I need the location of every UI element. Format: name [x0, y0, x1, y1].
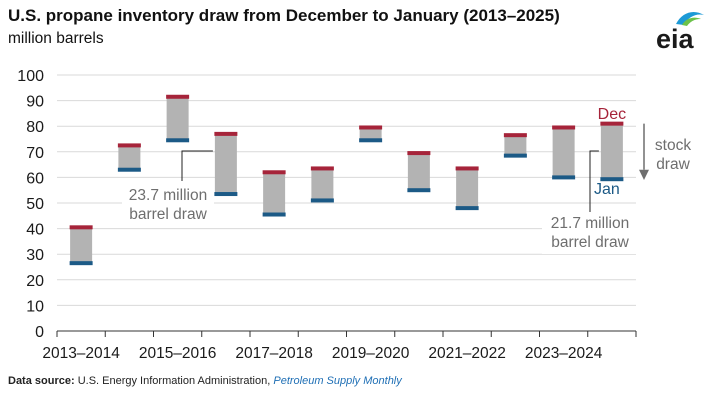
stock-draw-arrow-head	[639, 169, 649, 180]
y-tick-label: 40	[26, 222, 44, 239]
annotation-background	[122, 184, 214, 224]
y-tick-label: 80	[26, 119, 44, 136]
jan-marker	[600, 177, 624, 182]
eia-logo-swoosh	[676, 12, 704, 25]
annotation-leader-line	[589, 150, 599, 212]
jan-marker	[117, 167, 141, 172]
stock-draw-bar	[263, 172, 286, 215]
dec-marker	[552, 125, 576, 130]
dec-marker	[310, 166, 334, 171]
dec-marker	[69, 225, 93, 230]
annotation-layer: 23.7 million barrel draw 21.7 million barre…	[122, 106, 691, 254]
annotation-leader-line	[181, 150, 213, 181]
dec-marker	[407, 151, 431, 156]
x-tick-label: 2019–2020	[332, 345, 410, 362]
dec-marker	[166, 94, 190, 99]
annotation-line: 23.7 million	[129, 187, 207, 204]
eia-logo-icon: eia	[656, 12, 704, 54]
source-link[interactable]: Petroleum Supply Monthly	[273, 375, 402, 387]
legend-stock-draw-label: draw	[656, 156, 690, 173]
dec-marker	[503, 133, 527, 138]
legend-stock-draw-label: stock	[655, 137, 691, 154]
y-tick-label: 70	[26, 145, 44, 162]
stock-draw-bar	[311, 168, 334, 201]
y-tick-label: 100	[17, 68, 44, 85]
stock-draw-bar	[118, 145, 141, 170]
x-tick-label: 2015–2016	[139, 345, 217, 362]
eia-logo-swoosh-2	[682, 17, 701, 26]
jan-marker	[455, 206, 479, 211]
jan-marker	[69, 261, 93, 266]
annotation-background	[542, 214, 638, 254]
stock-draw-bar	[359, 127, 382, 141]
y-tick-label: 30	[26, 247, 44, 264]
eia-logo-text: eia	[656, 24, 695, 54]
jan-marker	[407, 188, 431, 193]
x-tick-label: 2023–2024	[525, 345, 603, 362]
annotation-line: barrel draw	[551, 234, 629, 251]
source-note: Data source: U.S. Energy Information Adm…	[8, 375, 402, 387]
x-tick-label: 2021–2022	[428, 345, 506, 362]
jan-marker	[214, 192, 238, 197]
jan-marker	[262, 212, 286, 217]
axis-layer: 0 10 20 30 40 50 60 70 80 90 100 2013–2014 2015–2016…	[17, 68, 637, 362]
source-label: Data source:	[8, 375, 75, 387]
dec-marker	[455, 166, 479, 171]
stock-draw-bar	[70, 227, 93, 264]
stock-draw-bar	[600, 123, 623, 180]
stock-draw-bar	[552, 127, 575, 178]
x-tick-label: 2013–2014	[42, 345, 120, 362]
annotation-line: barrel draw	[129, 206, 207, 223]
stock-draw-bar	[504, 135, 527, 156]
annotation-line: 21.7 million	[551, 215, 629, 232]
jan-marker	[359, 138, 383, 143]
jan-marker	[552, 175, 576, 180]
bar-layer	[69, 94, 624, 266]
stock-draw-bar	[456, 168, 479, 209]
stock-draw-bar	[214, 133, 237, 195]
jan-marker	[503, 153, 527, 158]
stock-draw-bar	[407, 153, 430, 191]
dec-marker	[262, 170, 286, 175]
dec-marker	[117, 143, 141, 148]
stock-draw-bar	[166, 96, 189, 141]
legend-jan-label: Jan	[594, 181, 620, 198]
jan-marker	[310, 198, 334, 203]
chart-subtitle: million barrels	[8, 30, 104, 47]
y-tick-label: 60	[26, 170, 44, 187]
y-tick-label: 20	[26, 273, 44, 290]
source-text: U.S. Energy Information Administration,	[77, 375, 274, 387]
dec-marker	[359, 125, 383, 130]
y-tick-label: 0	[35, 324, 44, 341]
x-tick-label: 2017–2018	[235, 345, 313, 362]
jan-marker	[166, 138, 190, 143]
dec-marker	[600, 121, 624, 126]
dec-marker	[214, 131, 238, 136]
y-tick-label: 90	[26, 94, 44, 111]
legend-dec-label: Dec	[598, 106, 626, 123]
chart-title: U.S. propane inventory draw from Decembe…	[8, 6, 560, 25]
y-tick-label: 50	[26, 196, 44, 213]
y-tick-label: 10	[26, 298, 44, 315]
